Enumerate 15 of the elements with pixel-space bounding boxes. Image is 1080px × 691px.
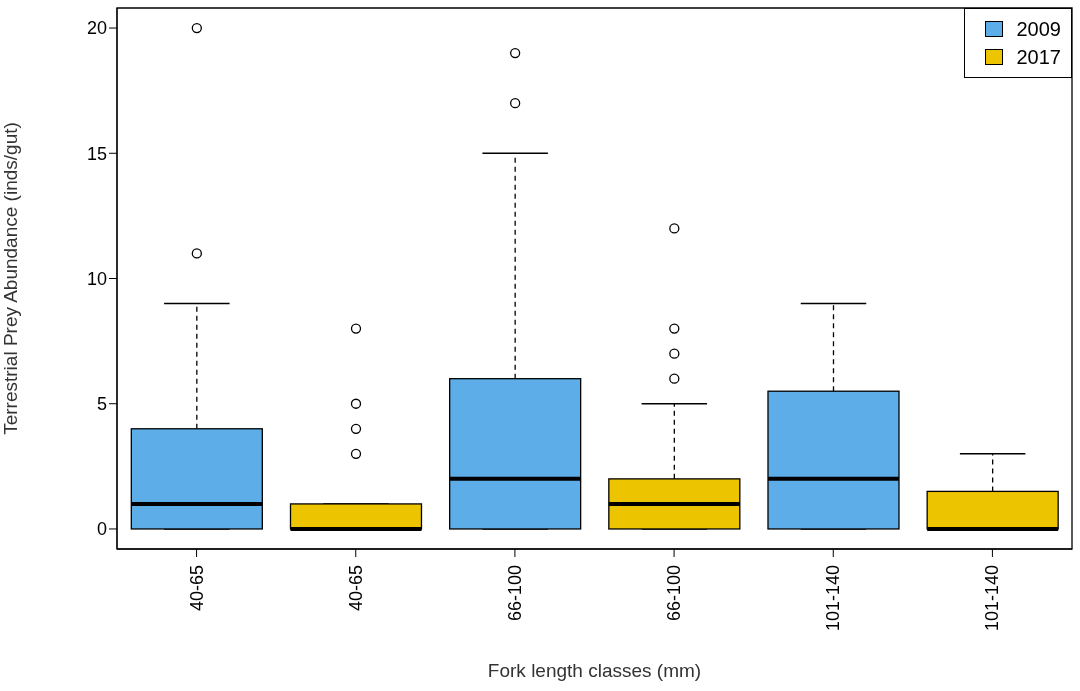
y-tick-label: 5 bbox=[96, 394, 107, 415]
x-tick-label: 66-100 bbox=[664, 565, 685, 622]
y-tick-label: 15 bbox=[86, 143, 107, 164]
x-tick-label: 101-140 bbox=[982, 565, 1003, 632]
x-tick-label: 40-65 bbox=[186, 565, 207, 612]
legend-label: 2009 bbox=[1016, 17, 1061, 42]
x-tick-label: 40-65 bbox=[345, 565, 366, 612]
x-tick-label: 101-140 bbox=[823, 565, 844, 632]
y-axis-title: Terrestrial Prey Abundance (inds/gut) bbox=[0, 122, 21, 435]
legend-label: 2017 bbox=[1016, 45, 1061, 70]
y-tick-label: 0 bbox=[96, 519, 107, 540]
x-tick-label: 66-100 bbox=[504, 565, 525, 622]
x-axis-title: Fork length classes (mm) bbox=[487, 660, 702, 681]
y-tick-label: 10 bbox=[86, 268, 107, 289]
y-tick-label: 20 bbox=[86, 18, 107, 39]
